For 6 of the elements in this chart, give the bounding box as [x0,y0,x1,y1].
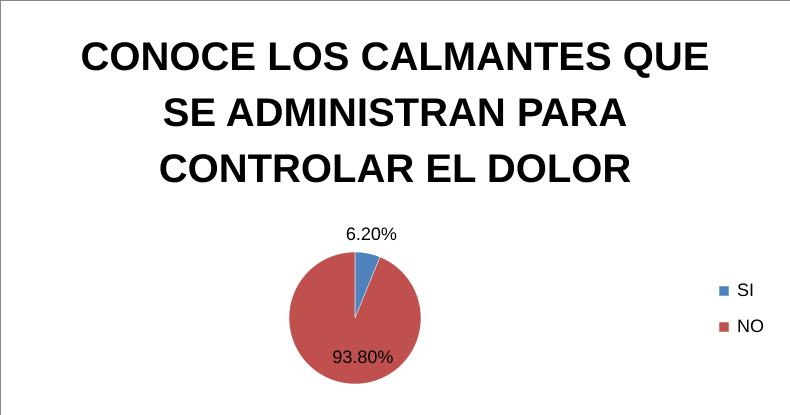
chart-title: CONOCE LOS CALMANTES QUE SE ADMINISTRAN PARA CONTROLAR EL DOLOR [80,35,710,191]
pie-slice [288,252,422,384]
data-label: 6.20% [346,224,397,244]
data-label: 93.80% [332,347,394,368]
legend-label: SI [737,280,754,300]
legend-label: NO [737,316,764,336]
